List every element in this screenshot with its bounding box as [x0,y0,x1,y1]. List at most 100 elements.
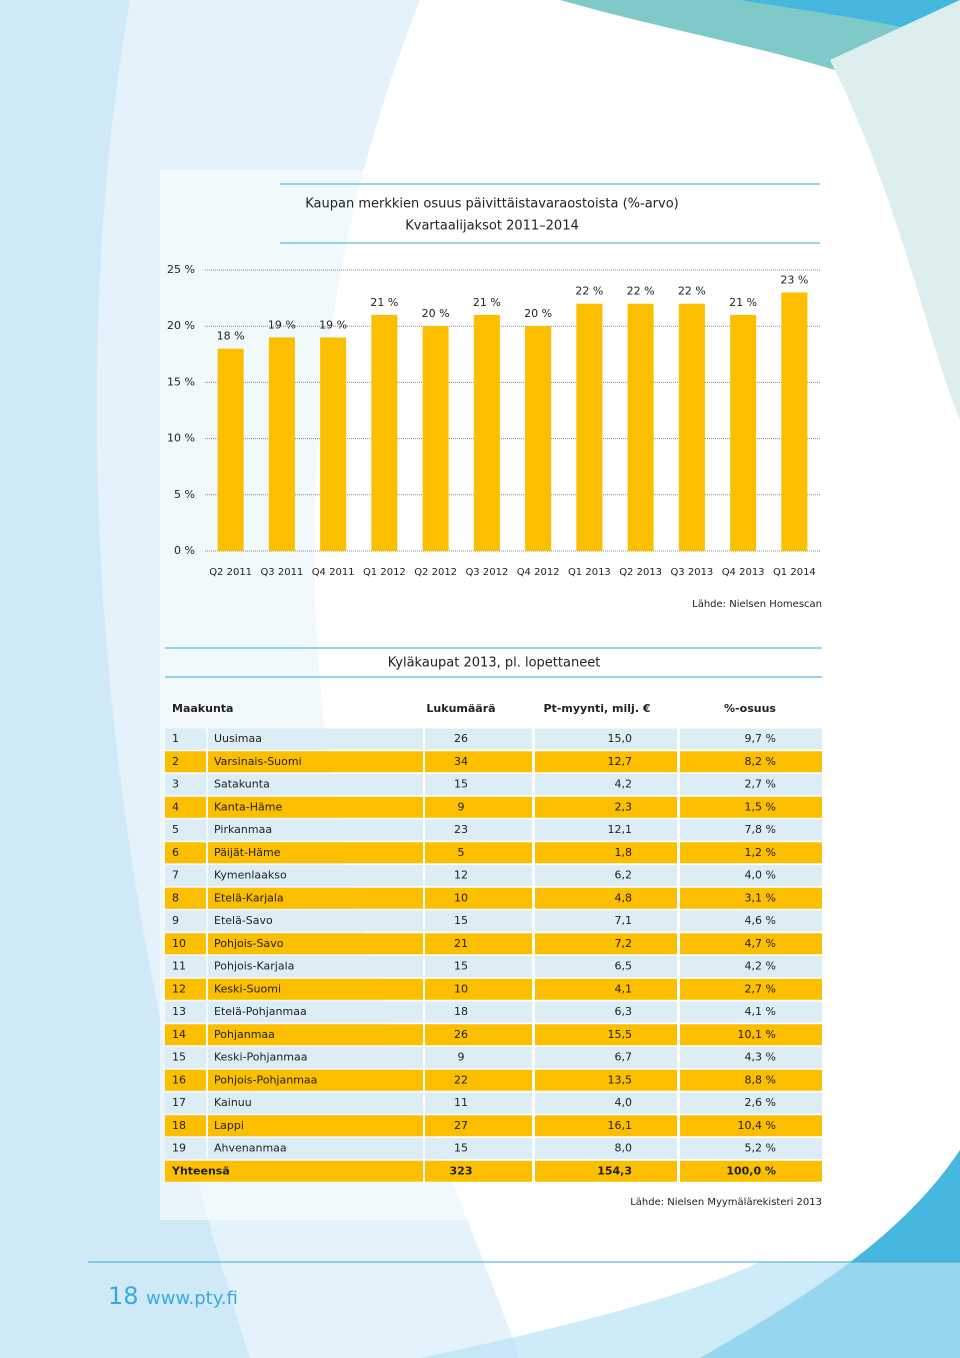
row-number: 17 [172,1096,186,1109]
y-tick-label: 5 % [174,488,195,501]
sales: 7,2 [615,937,633,950]
row-number: 3 [172,778,179,791]
table-title: Kyläkaupat 2013, pl. lopettaneet [388,656,601,671]
table-cell [208,751,423,773]
table-cell [165,1092,206,1114]
bar [781,292,808,551]
sales: 1,8 [615,846,633,859]
value-label: 21 % [370,296,398,309]
region-name: Varsinais-Suomi [214,755,302,768]
x-tick-label: Q4 2011 [312,567,355,578]
table-cell [680,728,822,750]
store-count: 15 [454,960,468,973]
bar [268,337,295,551]
table-cell [165,1138,206,1159]
table-cell [208,796,423,818]
table-cell [425,1047,532,1068]
region-name: Pohjois-Pohjanmaa [214,1073,317,1086]
table-cell [535,956,677,977]
y-tick-label: 10 % [167,432,195,445]
row-number: 16 [172,1073,186,1086]
row-number: 18 [172,1119,186,1132]
sales: 2,3 [615,800,633,813]
y-tick-label: 20 % [167,319,195,332]
share: 4,1 % [745,1005,776,1018]
table-cell [680,865,822,886]
bar [422,326,449,551]
value-label: 21 % [473,296,501,309]
table-cell [535,1001,677,1023]
table-cell [425,774,532,795]
share: 4,7 % [745,937,776,950]
table-cell [425,978,532,1000]
value-label: 18 % [217,330,245,343]
x-tick-label: Q3 2013 [670,567,713,578]
table-cell [680,956,822,977]
table-cell [680,1001,822,1023]
table-cell [208,933,423,955]
bg-shape [420,1262,960,1358]
store-count: 22 [454,1073,468,1086]
table-cell [535,1047,677,1068]
x-tick-label: Q3 2011 [260,567,303,578]
table-cell [208,910,423,932]
region-name: Kymenlaakso [214,869,287,882]
sales: 16,1 [608,1119,633,1132]
region-name: Pohjois-Savo [214,937,284,950]
table-cell [535,1024,677,1046]
sales: 12,7 [608,755,633,768]
table-cell [425,1069,532,1091]
y-tick-label: 25 % [167,263,195,276]
chart-subtitle: Kvartaalijaksot 2011–2014 [405,219,579,234]
table-cell [425,1092,532,1114]
bg-shape [560,0,960,120]
bar [678,303,705,551]
share: 1,2 % [745,846,776,859]
bar [320,337,347,551]
table-cell [680,978,822,1000]
store-count: 9 [458,800,465,813]
table-cell [425,819,532,841]
row-number: 10 [172,937,186,950]
table-cell [208,956,423,977]
store-count: 21 [454,937,468,950]
table-cell [165,796,206,818]
region-name: Pirkanmaa [214,823,272,836]
table-cell [165,1047,206,1068]
table-cell [535,796,677,818]
table-cell [680,1160,822,1182]
row-number: 9 [172,914,179,927]
table-cell [680,1092,822,1114]
row-number: 13 [172,1005,186,1018]
x-tick-label: Q2 2013 [619,567,662,578]
bar [473,314,500,551]
total-sales: 154,3 [597,1164,632,1177]
table-cell [208,1138,423,1159]
region-name: Keski-Suomi [214,982,281,995]
page-number: 18 [108,1282,139,1310]
table-cell [535,978,677,1000]
share: 2,7 % [745,982,776,995]
table-cell [680,1047,822,1068]
bar [217,348,244,551]
table-header: %-osuus [724,702,776,715]
row-number: 11 [172,960,186,973]
store-count: 11 [454,1096,468,1109]
value-label: 22 % [627,285,655,298]
store-count: 9 [458,1051,465,1064]
bar [627,303,654,551]
x-tick-label: Q1 2014 [773,567,816,578]
table-cell [165,1001,206,1023]
table-cell [165,728,206,750]
region-name: Päijät-Häme [214,846,281,859]
table-cell [208,728,423,750]
table-cell [680,933,822,955]
x-tick-label: Q4 2013 [722,567,765,578]
sales: 6,3 [615,1005,633,1018]
table-cell [535,1115,677,1137]
table-cell [208,1024,423,1046]
sales: 4,8 [615,891,633,904]
table-cell [535,728,677,750]
store-count: 18 [454,1005,468,1018]
value-label: 19 % [319,318,347,331]
